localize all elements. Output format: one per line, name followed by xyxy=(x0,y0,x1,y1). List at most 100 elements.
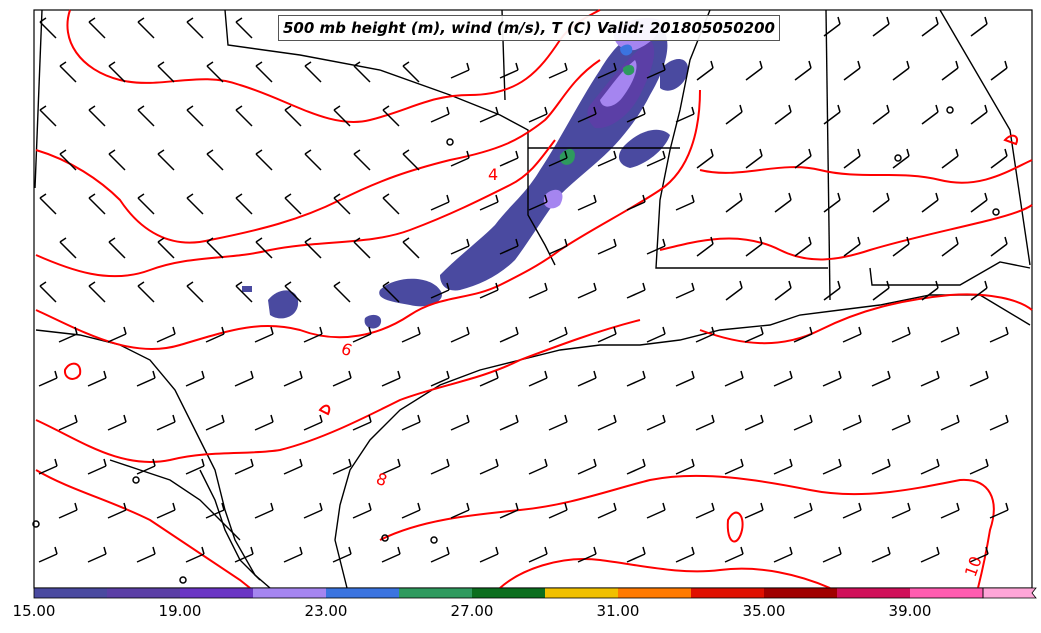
wind-barb-icon xyxy=(206,61,224,83)
wind-barb-icon xyxy=(696,148,714,169)
wind-barb-icon xyxy=(548,238,568,255)
wind-barb-icon xyxy=(39,281,57,303)
wind-barb-icon xyxy=(352,502,372,519)
wind-barb-icon xyxy=(499,62,519,79)
wind-barb-icon xyxy=(745,60,763,81)
wind-barb-icon xyxy=(284,105,302,127)
wind-barb-icon xyxy=(744,414,764,431)
wind-barbs xyxy=(32,16,1009,584)
colorbar-segment xyxy=(399,588,472,598)
wind-barb-icon xyxy=(352,414,372,431)
wind-barb-icon xyxy=(646,502,666,519)
wind-barb-icon xyxy=(235,17,253,39)
wind-barb-icon xyxy=(333,281,351,303)
wind-barb-icon xyxy=(646,238,666,255)
wind-barb-icon xyxy=(185,370,205,387)
wind-barb-icon xyxy=(479,106,499,123)
wind-barb-icon xyxy=(597,150,617,167)
wind-barb-icon xyxy=(597,502,617,519)
colorbar-segment xyxy=(910,588,983,598)
wind-barb-icon xyxy=(332,370,352,387)
colorbar-segment xyxy=(253,588,326,598)
wind-barb-icon xyxy=(382,105,400,127)
wind-barb-icon xyxy=(234,370,254,387)
wind-barb-icon xyxy=(675,106,695,123)
colorbar-segment xyxy=(107,588,180,598)
wind-barb-icon xyxy=(284,193,302,215)
wind-barb-icon xyxy=(773,546,793,563)
wind-barb-icon xyxy=(920,458,940,475)
wind-barb-icon xyxy=(479,282,499,299)
wind-barb-icon xyxy=(88,193,106,215)
wind-barb-icon xyxy=(186,17,204,39)
calm-wind-icon xyxy=(992,208,1000,216)
wind-barb-icon xyxy=(450,326,470,343)
wind-barb-icon xyxy=(303,326,323,343)
wind-barb-icon xyxy=(186,193,204,215)
wind-barb-icon xyxy=(891,326,911,343)
wind-barb-icon xyxy=(430,106,450,123)
wind-barb-icon xyxy=(823,104,841,125)
wind-barb-icon xyxy=(479,370,499,387)
wind-barb-icon xyxy=(745,148,763,169)
wind-barb-icon xyxy=(136,370,156,387)
wind-barb-icon xyxy=(88,105,106,127)
wind-barb-icon xyxy=(479,546,499,563)
wind-barb-icon xyxy=(891,502,911,519)
wind-barb-icon xyxy=(528,282,548,299)
colorbar-tick-label: 23.00 xyxy=(304,602,348,620)
wind-barb-icon xyxy=(157,237,175,259)
wind-barb-icon xyxy=(235,193,253,215)
wind-barb-icon xyxy=(941,60,959,81)
colorbar-segment xyxy=(618,588,691,598)
calm-wind-icon xyxy=(381,534,389,542)
wind-barb-icon xyxy=(186,105,204,127)
contour-label-4: 4 xyxy=(488,165,498,184)
wind-barb-icon xyxy=(990,60,1008,81)
wind-barb-icon xyxy=(920,370,940,387)
wind-barb-icon xyxy=(401,414,421,431)
wind-barb-icon xyxy=(842,326,862,343)
wind-barb-icon xyxy=(333,193,351,215)
wind-barb-icon xyxy=(675,370,695,387)
colorbar-extend-arrow xyxy=(982,587,1037,599)
wind-barb-icon xyxy=(254,502,274,519)
wind-barb-icon xyxy=(626,282,646,299)
wind-barb-icon xyxy=(843,148,861,169)
wind-barb-icon xyxy=(695,414,715,431)
wind-barb-icon xyxy=(234,458,254,475)
wind-barb-icon xyxy=(990,236,1008,257)
wind-barb-icon xyxy=(108,61,126,83)
wind-barb-icon xyxy=(430,282,450,299)
colorbar-tick-label: 39.00 xyxy=(888,602,932,620)
wind-barb-icon xyxy=(156,502,176,519)
wind-barb-icon xyxy=(891,414,911,431)
colorbar-outline xyxy=(33,587,984,599)
wind-barb-icon xyxy=(892,236,910,257)
colorbar-segment xyxy=(34,588,107,598)
wind-barb-icon xyxy=(255,61,273,83)
colorbar-segment xyxy=(472,588,545,598)
wind-barb-icon xyxy=(59,61,77,83)
wind-barb-icon xyxy=(675,458,695,475)
wind-barb-icon xyxy=(450,62,470,79)
wind-barb-icon xyxy=(499,326,519,343)
wind-barb-icon xyxy=(548,326,568,343)
wind-barb-icon xyxy=(59,237,77,259)
wind-barb-icon xyxy=(333,105,351,127)
wind-barb-icon xyxy=(871,458,891,475)
wind-barb-icon xyxy=(823,16,841,37)
wind-barb-icon xyxy=(88,281,106,303)
wind-barb-icon xyxy=(626,194,646,211)
wind-barb-icon xyxy=(234,546,254,563)
wind-barb-icon xyxy=(39,17,57,39)
wind-barb-icon xyxy=(823,280,841,301)
wind-barb-icon xyxy=(725,104,743,125)
colorbar-segment xyxy=(837,588,910,598)
calm-wind-icon xyxy=(946,106,954,114)
wind-barb-icon xyxy=(88,17,106,39)
wind-barb-icon xyxy=(794,60,812,81)
wind-barb-icon xyxy=(108,149,126,171)
wind-barb-icon xyxy=(87,546,107,563)
